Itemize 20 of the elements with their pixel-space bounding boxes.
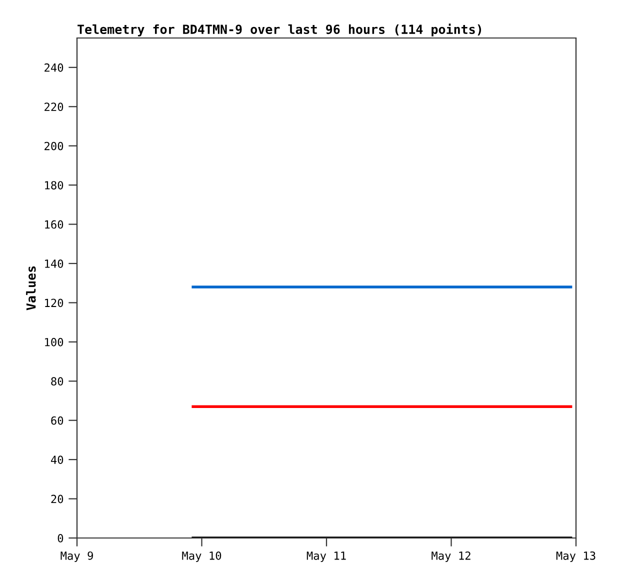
x-tick-label: May 12 — [432, 551, 470, 562]
y-tick-label: 160 — [45, 220, 64, 229]
y-tick-label: 80 — [51, 377, 64, 386]
y-tick-label: 180 — [45, 181, 64, 190]
x-tick-label: May 11 — [306, 552, 346, 562]
y-tick-label: 220 — [44, 102, 64, 112]
x-tick-label: May 9 — [60, 551, 93, 562]
x-tick-label: May 10 — [182, 551, 222, 562]
y-tick-label: 200 — [44, 142, 64, 150]
chart-title: Telemetry for BD4TMN-9 over last 96 hours (114 points) — [78, 24, 482, 36]
y-tick-label: 100 — [45, 338, 64, 346]
x-tick-label: May 13 — [556, 551, 596, 562]
y-tick-label: 40 — [50, 456, 64, 464]
y-tick-label: 140 — [45, 259, 64, 268]
y-tick-label: 20 — [51, 494, 64, 504]
y-tick-label: 0 — [58, 534, 64, 542]
y-tick-label: 120 — [45, 298, 64, 308]
y-tick-label: 240 — [44, 63, 64, 72]
y-tick-label: 60 — [51, 416, 64, 425]
y-axis-title: Values — [26, 266, 36, 310]
